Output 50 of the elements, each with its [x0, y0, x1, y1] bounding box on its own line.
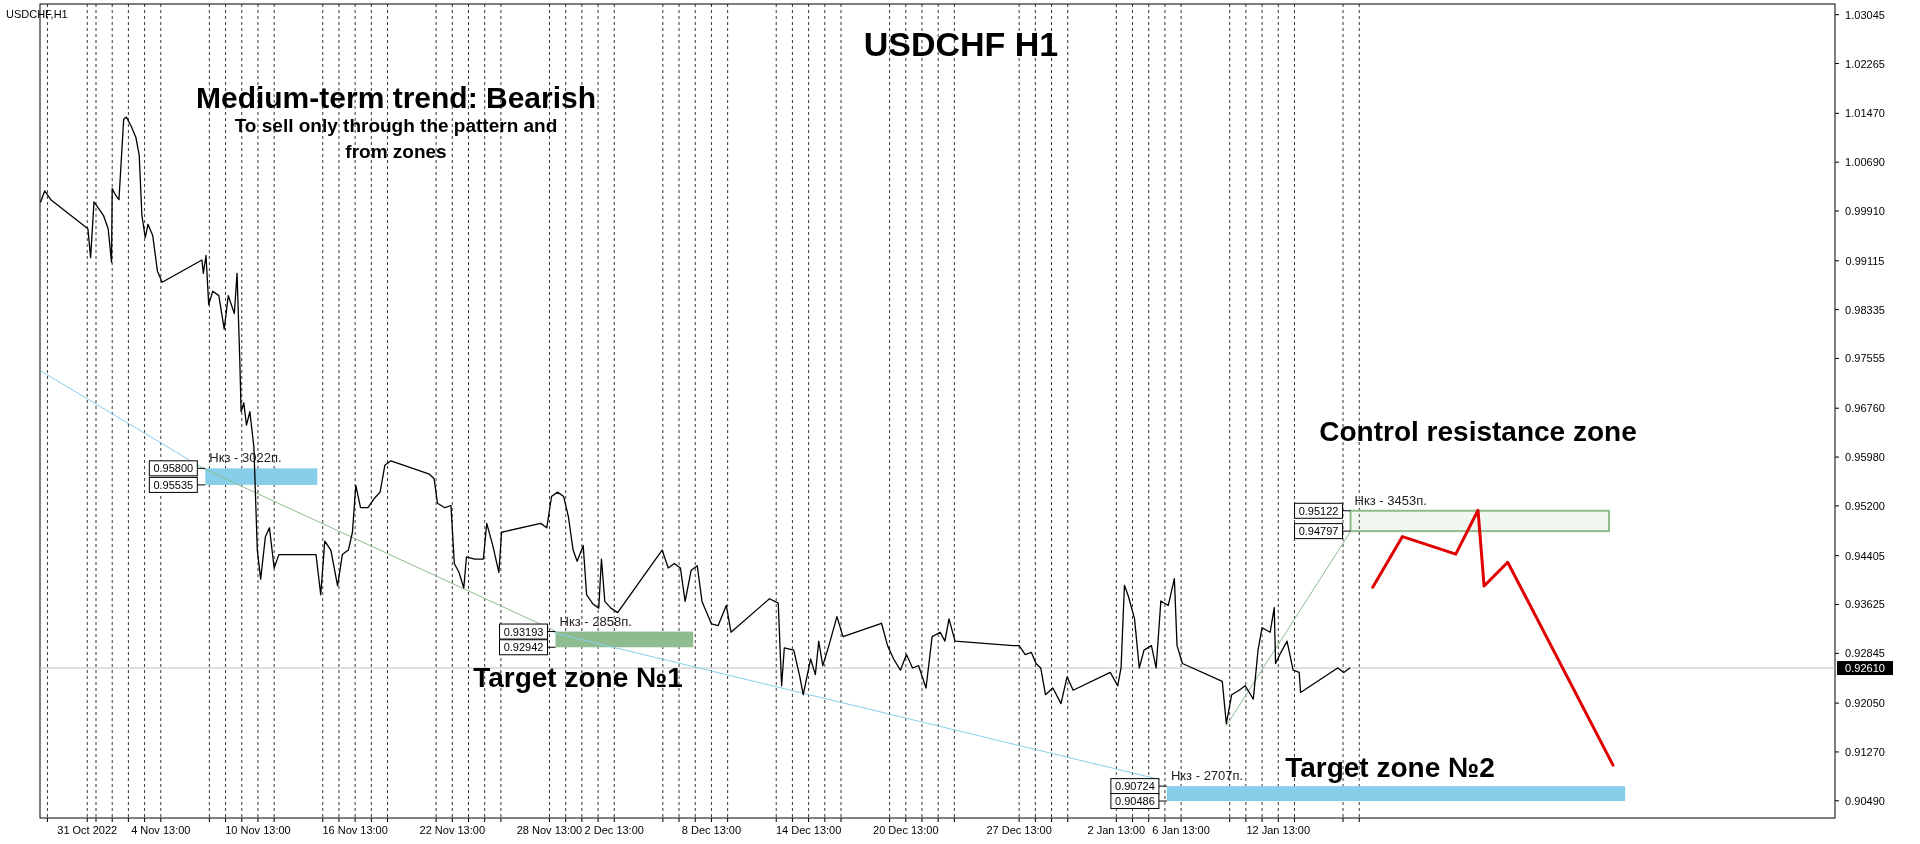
- x-tick-label: 8 Dec 13:00: [681, 824, 742, 836]
- band-label: Нкз - 3453п.: [1354, 492, 1427, 508]
- annotation: 0.95535: [153, 478, 194, 491]
- text: USDCHF H1: [863, 25, 1059, 63]
- annotation: 0.94797: [1298, 525, 1339, 538]
- y-tick-label: 1.00690: [1845, 156, 1885, 169]
- y-tick-label: 0.99910: [1845, 204, 1885, 217]
- text: Medium-term trend: Bearish: [195, 81, 597, 114]
- annotation: Target zone №1: [473, 661, 683, 693]
- y-tick-label: 0.94405: [1845, 549, 1885, 562]
- y-tick-label: 1.01470: [1845, 107, 1885, 120]
- annotation: Control resistance zone: [1319, 415, 1637, 447]
- y-tick-label: 0.90490: [1845, 794, 1885, 807]
- annotation: 0.90486: [1115, 795, 1155, 808]
- y-tick-label: 0.92050: [1845, 697, 1885, 710]
- y-tick-label: 0.99115: [1845, 254, 1885, 267]
- x-tick-label: 22 Nov 13:00: [419, 824, 486, 836]
- x-tick-label: 10 Nov 13:00: [225, 824, 291, 836]
- x-tick-label: 2 Dec 13:00: [584, 824, 644, 836]
- annotation: Target zone №2: [1285, 751, 1495, 783]
- y-tick-label: 0.91270: [1845, 745, 1885, 758]
- annotation: 0.93193: [503, 625, 544, 638]
- y-tick-label: 1.02265: [1845, 57, 1885, 70]
- annotation: 0.95122: [1298, 504, 1339, 517]
- annotation: USDCHF,H1: [6, 8, 68, 20]
- annotation: 0.92942: [503, 641, 544, 654]
- annotation: 0.90724: [1115, 780, 1155, 793]
- y-tick-label: 0.98335: [1845, 303, 1885, 316]
- x-tick-label: 31 Oct 2022: [57, 824, 118, 836]
- annotation: 0.95800: [153, 462, 194, 475]
- x-tick-label: 2 Jan 13:00: [1087, 824, 1146, 836]
- x-tick-label: 4 Nov 13:00: [131, 824, 191, 836]
- x-tick-label: 28 Nov 13:00: [516, 824, 583, 836]
- y-tick-label: 0.96760: [1845, 402, 1885, 415]
- x-tick-label: 16 Nov 13:00: [322, 824, 388, 836]
- y-tick-label: 0.95980: [1845, 451, 1885, 464]
- x-tick-label: 6 Jan 13:00: [1152, 824, 1210, 836]
- ref-line-label: 0.92610: [1845, 662, 1885, 675]
- y-tick-label: 0.95200: [1845, 499, 1885, 512]
- x-tick-label: 27 Dec 13:00: [986, 824, 1052, 836]
- x-tick-label: 20 Dec 13:00: [873, 824, 939, 836]
- band-label: Нкз - 2858п.: [559, 613, 632, 629]
- y-tick-label: 0.92845: [1845, 647, 1885, 660]
- y-tick-label: 0.93625: [1845, 598, 1885, 611]
- x-tick-label: 14 Dec 13:00: [775, 824, 842, 836]
- y-tick-label: 1.03045: [1845, 8, 1885, 21]
- y-tick-label: 0.97555: [1845, 352, 1885, 365]
- x-tick-label: 12 Jan 13:00: [1246, 824, 1311, 836]
- band-label: Нкз - 2707п.: [1170, 768, 1244, 784]
- annotation: To sell only through the pattern and from zones: [234, 114, 558, 162]
